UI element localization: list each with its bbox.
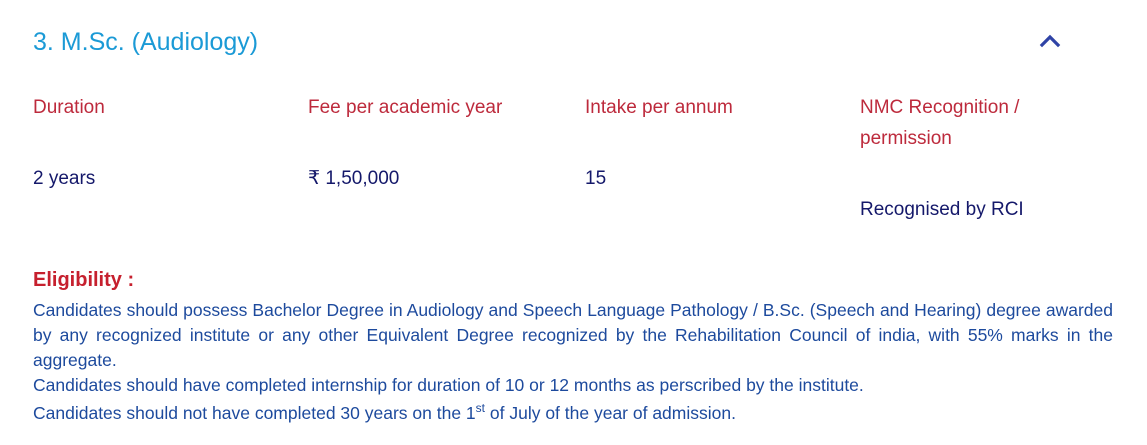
intake-value: 15 — [585, 168, 607, 189]
fee-value: ₹ 1,50,000 — [308, 168, 400, 189]
column-intake: Intake per annum 15 — [585, 92, 860, 225]
eligibility-heading: Eligibility : — [33, 269, 135, 291]
nmc-recognition-value: Recognised by RCI — [860, 199, 1024, 220]
eligibility-paragraph-degree: Candidates should possess Bachelor Degre… — [33, 300, 1113, 370]
duration-value: 2 years — [33, 168, 96, 189]
collapse-section-button[interactable] — [1037, 32, 1063, 50]
eligibility-section: Eligibility : Candidates should possess … — [0, 268, 1147, 426]
column-header-nmc-recognition: NMC Recognition / permission — [860, 97, 1020, 149]
column-fee: Fee per academic year ₹ 1,50,000 — [308, 92, 585, 225]
eligibility-paragraph-internship: Candidates should have completed interns… — [33, 375, 864, 395]
eligibility-text: Candidates should possess Bachelor Degre… — [33, 298, 1113, 426]
section-header: 3. M.Sc. (Audiology) — [0, 0, 1147, 58]
eligibility-paragraph-age: Candidates should not have completed 30 … — [33, 401, 1113, 426]
column-header-duration: Duration — [33, 97, 105, 118]
age-line-prefix: Candidates should not have completed 30 … — [33, 403, 476, 423]
course-info-table: Duration 2 years Fee per academic year ₹… — [0, 92, 1147, 225]
age-line-ordinal-superscript: st — [475, 401, 486, 416]
page-title: 3. M.Sc. (Audiology) — [33, 28, 259, 56]
column-duration: Duration 2 years — [33, 92, 308, 225]
column-nmc-recognition: NMC Recognition / permission Recognised … — [860, 92, 1113, 225]
column-header-intake: Intake per annum — [585, 97, 733, 118]
chevron-up-icon — [1039, 34, 1061, 51]
column-header-fee: Fee per academic year — [308, 97, 503, 118]
age-line-suffix: of July of the year of admission. — [485, 403, 736, 423]
